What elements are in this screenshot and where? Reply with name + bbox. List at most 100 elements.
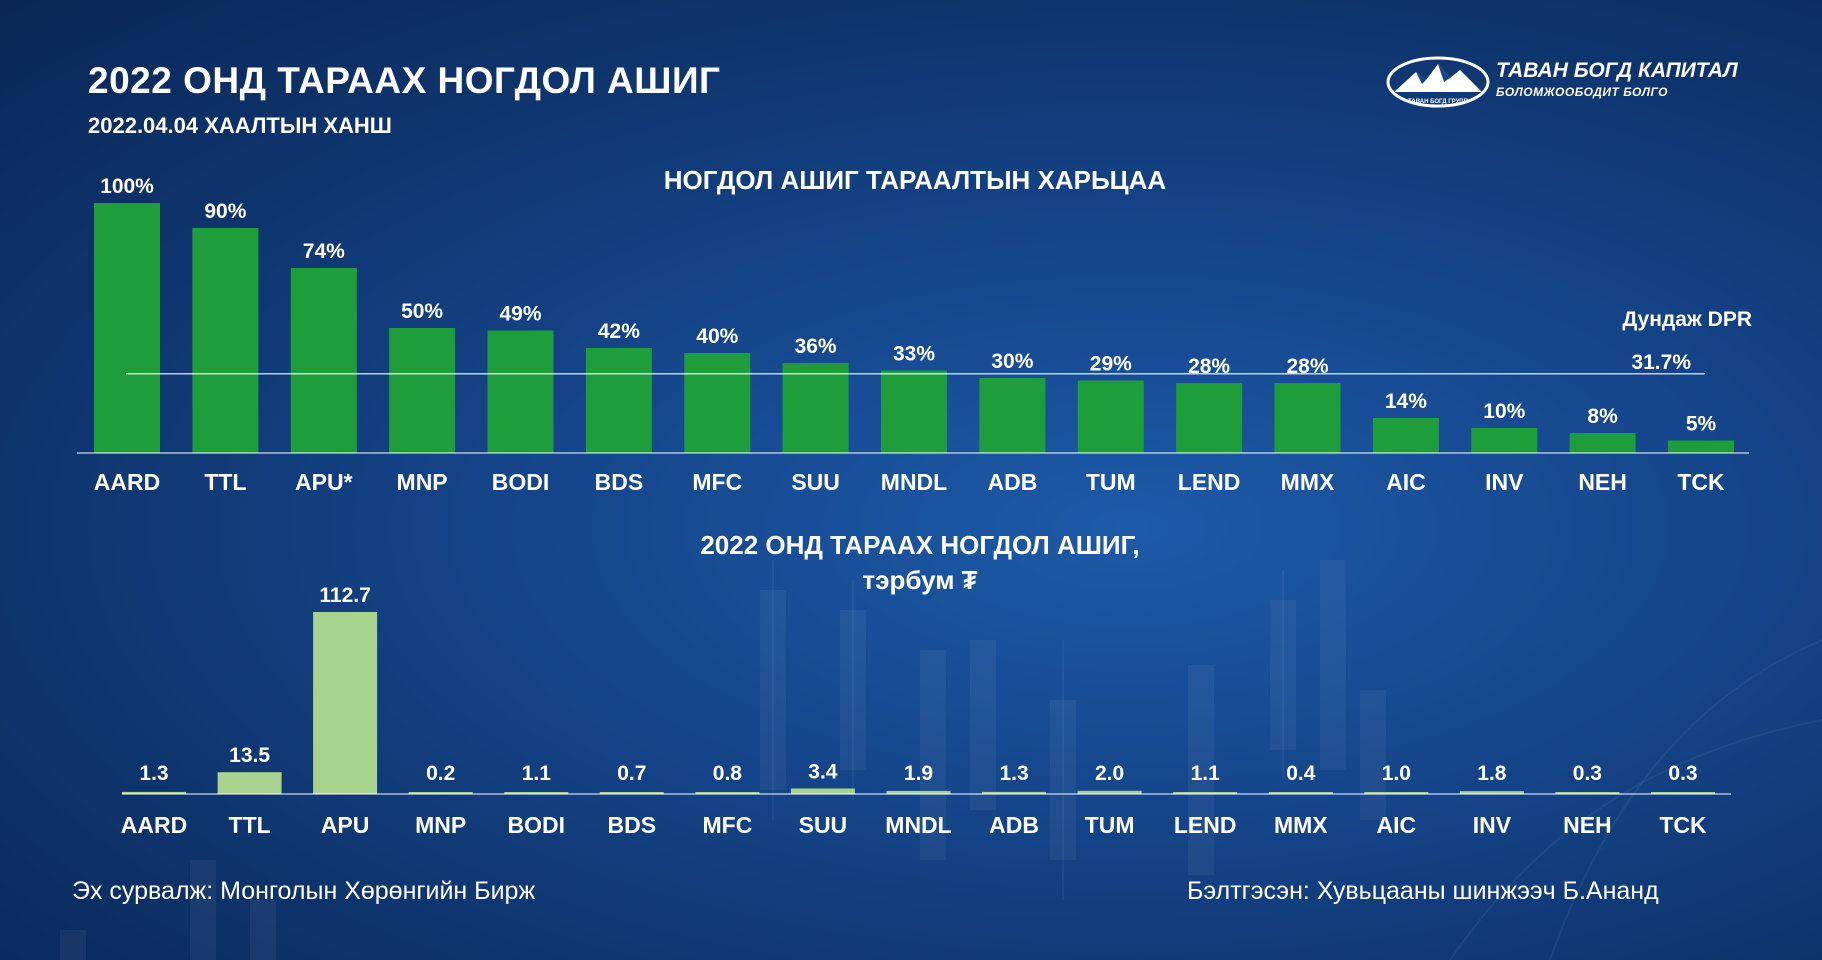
bar-mndl [881,370,947,453]
logo-name: ТАВАН БОГД КАПИТАЛ [1496,59,1738,82]
bar-apu [290,268,357,453]
bar-tck [1651,792,1715,794]
bar-lend [1176,383,1243,453]
bar-adb [979,378,1046,453]
category-label: TTL [229,812,271,838]
page-subtitle: 2022.04.04 ХААЛТЫН ХАНШ [88,113,392,138]
category-label: APU* [295,469,353,495]
bar-bodi [504,792,569,794]
chart2-subtitle: тэрбум ₮ [862,565,977,595]
bar-mmx [1268,792,1333,794]
value-label: 90% [204,200,246,223]
category-label: BODI [508,812,566,838]
value-label: 1.1 [1191,762,1221,785]
value-label: 30% [991,350,1033,373]
bar-tck [1668,440,1734,453]
bar-aic [1372,418,1439,453]
value-label: 13.5 [229,744,270,767]
value-label: 10% [1483,400,1525,423]
category-label: TUM [1086,469,1136,495]
category-label: MMX [1274,812,1328,838]
bar-mndl [886,790,951,794]
average-dpr-label: Дундаж DPR [1622,308,1752,331]
category-label: TTL [204,469,246,495]
category-label: APU [321,812,370,838]
bar-mmx [1274,383,1341,453]
value-label: 1.3 [139,762,168,785]
category-label: TCK [1659,812,1707,838]
category-label: MNDL [881,469,947,495]
category-label: ADB [987,469,1037,495]
value-label: 2.0 [1095,762,1124,785]
value-label: 0.2 [426,762,455,785]
category-label: BDS [595,469,644,495]
bar-ttl [217,772,282,794]
logo-tagline: БОЛОМЖООБОДИТ БОЛГО [1496,85,1668,99]
bar-bds [585,348,652,453]
category-label: MNDL [885,812,951,838]
value-label: 28% [1286,355,1328,378]
value-label: 1.0 [1382,762,1411,785]
bar-mfc [684,353,751,453]
logo-mark-text: ТАВАН БОГД ГРУПП [1408,99,1468,105]
bar-aard [94,203,160,453]
value-label: 29% [1090,353,1132,376]
category-label: MFC [692,469,742,495]
value-label: 1.9 [904,762,933,785]
bar-aard [122,791,186,794]
bar-inv [1459,791,1524,794]
value-label: 0.8 [713,762,743,785]
value-label: 33% [893,343,935,366]
category-label: INV [1473,812,1512,838]
value-label: 0.3 [1668,762,1697,785]
category-label: SUU [799,812,848,838]
category-label: TCK [1677,469,1725,495]
category-label: TUM [1085,812,1135,838]
value-label: 1.1 [522,762,552,785]
category-label: MFC [702,812,752,838]
page-title: 2022 ОНД ТАРААХ НОГДОЛ АШИГ [88,60,721,101]
category-label: MNP [397,469,448,495]
bar-suu [782,363,849,453]
mountain-logo-icon: ТАВАН БОГД ГРУПП [1386,56,1490,108]
bar-neh [1569,433,1636,453]
bar-suu [790,788,855,794]
category-label: LEND [1178,469,1241,495]
value-label: 3.4 [808,761,838,784]
company-logo: ТАВАН БОГД ГРУПП ТАВАН БОГД КАПИТАЛ БОЛО… [1386,52,1746,112]
bar-lend [1173,792,1238,794]
value-label: 74% [303,240,345,263]
bar-mnp [408,792,473,794]
bar-apu [313,612,378,794]
category-label: MMX [1281,469,1335,495]
category-label: MNP [415,812,466,838]
value-label: 0.4 [1286,762,1316,785]
bar-aic [1364,792,1429,794]
bar-tum [1077,790,1142,794]
value-label: 1.3 [999,762,1028,785]
category-label: NEH [1563,812,1612,838]
bar-mfc [695,792,760,794]
category-label: ADB [989,812,1039,838]
category-label: AARD [121,812,187,838]
category-label: BDS [608,812,657,838]
value-label: 5% [1686,413,1717,436]
category-label: BODI [492,469,550,495]
value-label: 0.7 [617,762,646,785]
value-label: 42% [598,320,640,343]
bar-tum [1077,380,1144,453]
value-label: 0.3 [1573,762,1602,785]
value-label: 40% [696,325,738,348]
bar-bodi [487,330,554,453]
chart1-title: НОГДОЛ АШИГ ТАРААЛТЫН ХАРЬЦАА [664,165,1167,195]
category-label: SUU [791,469,840,495]
value-label: 8% [1587,405,1618,428]
payout-ratio-chart: НОГДОЛ АШИГ ТАРААЛТЫН ХАРЬЦАА Дундаж DPR… [77,165,1752,495]
value-label: 49% [499,303,541,326]
value-label: 1.8 [1477,762,1507,785]
average-dpr-value: 31.7% [1631,351,1691,374]
value-label: 14% [1385,390,1427,413]
category-label: AIC [1376,812,1416,838]
